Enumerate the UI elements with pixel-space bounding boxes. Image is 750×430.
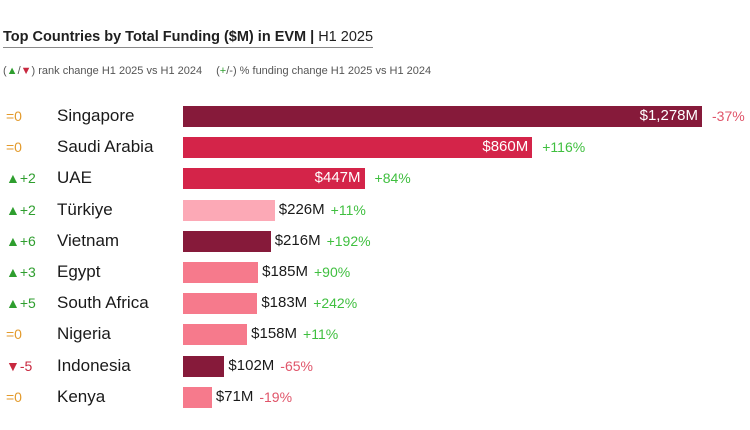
bar-value-label: $447M (314, 169, 361, 187)
country-label: Türkiye (57, 199, 113, 219)
pct-change-label: -65% (280, 357, 313, 374)
pct-change-label: +11% (330, 201, 366, 218)
pct-change-label: -19% (259, 388, 293, 405)
chart-title: Top Countries by Total Funding ($M) in E… (3, 29, 374, 48)
bar-value-label: $102M (228, 356, 275, 374)
country-label: Saudi Arabia (57, 137, 154, 157)
pct-change-label: +84% (374, 170, 411, 187)
rank-change-label: ▲+5 (6, 295, 36, 312)
bar-value-label: $185M (262, 263, 308, 280)
bar (183, 230, 271, 252)
rank-change-label: =0 (6, 388, 22, 405)
bar (183, 262, 259, 283)
bar (183, 106, 702, 127)
pct-change-label: -37% (712, 108, 745, 124)
bar-value-label: $71M (215, 387, 254, 405)
country-label: Vietnam (57, 230, 120, 250)
legend-down-triangle-icon: ▼ (20, 65, 32, 77)
pct-change-label: +116% (542, 139, 586, 156)
bar-value-label: $226M (278, 200, 325, 218)
country-label: Indonesia (57, 355, 131, 375)
chart-title-main: Top Countries by Total Funding ($M) in E… (3, 29, 307, 45)
chart-row: ▲+5 South Africa $183M +242% (0, 293, 750, 315)
bar (183, 324, 248, 346)
rank-change-label: ▲+3 (6, 264, 36, 280)
legend-pct-plus: + (219, 65, 227, 77)
rank-change-label: ▲+2 (6, 201, 36, 218)
bar-value-label: $158M (251, 325, 298, 343)
bar (183, 168, 365, 190)
legend-pct-text: /-) % funding change H1 2025 vs H1 2024 (226, 65, 432, 77)
chart-row: ▲+2 UAE $447M +84% (0, 168, 750, 190)
country-label: Kenya (57, 386, 106, 406)
pct-change-label: +90% (314, 264, 351, 280)
chart-legend: (▲/▼) rank change H1 2025 vs H1 2024 (+/-… (3, 65, 431, 77)
country-label: UAE (57, 168, 92, 188)
bar (183, 137, 533, 159)
bar (183, 386, 212, 408)
legend-rank-text: ) rank change H1 2025 vs H1 2024 (31, 65, 203, 77)
country-label: Nigeria (57, 324, 111, 344)
chart-row: =0 Nigeria $158M +11% (0, 324, 750, 346)
bar (183, 293, 258, 315)
legend-rank-slash: / (17, 65, 21, 77)
rank-change-label: =0 (6, 139, 22, 156)
chart-row: ▲+2 Türkiye $226M +11% (0, 199, 750, 222)
rank-change-label: =0 (6, 108, 22, 124)
bar-value-label: $860M (482, 138, 529, 156)
chart-row: =0 Kenya $71M -19% (0, 386, 750, 409)
rank-change-label: ▼-5 (6, 357, 33, 374)
country-label: South Africa (57, 293, 149, 313)
rank-change-label: ▲+2 (6, 170, 36, 187)
legend-up-triangle-icon: ▲ (6, 65, 18, 77)
title-separator: | (310, 29, 315, 45)
bar (183, 355, 225, 377)
title-period: H1 2025 (318, 29, 374, 45)
country-label: Egypt (57, 262, 101, 281)
chart-row: =0 Singapore $1,278M -37% (0, 106, 750, 128)
legend-pct-open: ( (216, 65, 220, 77)
chart-row: =0 Saudi Arabia $860M +116% (0, 137, 750, 159)
pct-change-label: +11% (303, 326, 339, 343)
pct-change-label: +192% (326, 232, 371, 249)
bar-value-label: $1,278M (639, 107, 698, 124)
country-label: Singapore (57, 106, 135, 125)
pct-change-label: +242% (313, 295, 358, 312)
legend-rank-open: ( (3, 65, 7, 77)
rank-change-label: ▲+6 (6, 232, 36, 249)
bar-value-label: $183M (261, 294, 308, 312)
bar-value-label: $216M (274, 231, 321, 249)
bar (183, 199, 275, 221)
rank-change-label: =0 (6, 326, 22, 343)
chart-row: ▼-5 Indonesia $102M -65% (0, 355, 750, 378)
chart-row: ▲+3 Egypt $185M +90% (0, 262, 750, 284)
chart-row: ▲+6 Vietnam $216M +192% (0, 230, 750, 253)
